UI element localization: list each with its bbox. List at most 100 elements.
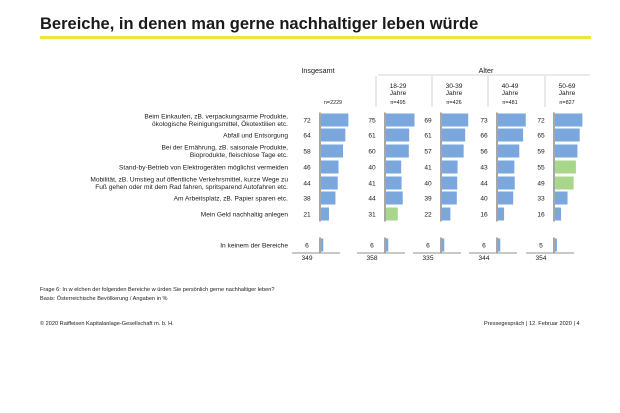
bar — [555, 191, 568, 205]
column-totals: 349 358 335 344 354 — [292, 252, 574, 262]
bar — [442, 128, 466, 142]
bar-value-label: 65 — [537, 132, 545, 139]
bar-value-label: 16 — [537, 211, 545, 218]
title-accent-rule — [40, 36, 591, 39]
bar-value-label: 46 — [303, 164, 311, 171]
bar-value-label: 22 — [424, 211, 432, 218]
column-label-line: 40-49 — [502, 83, 519, 90]
column-total: 358 — [366, 255, 377, 262]
page-title: Bereiche, in denen man gerne nachhaltige… — [40, 15, 479, 33]
bar — [386, 160, 402, 174]
column-sample-size: n=426 — [446, 100, 461, 106]
bar-value-label: 56 — [480, 148, 488, 155]
bar — [555, 207, 562, 221]
bar-value-label: 66 — [480, 132, 488, 139]
bar-value-label: 16 — [480, 211, 488, 218]
bar — [555, 160, 576, 174]
header-total: Insgesamt — [301, 66, 334, 75]
bar — [498, 113, 526, 127]
category-label-line: Bioprodukte, fleischlose Tage etc. — [190, 152, 288, 159]
basis-note: Basis: Österreichische Bevölkerung / Ang… — [40, 296, 168, 302]
event-page-info: Pressegespräch | 12. Februar 2020 | 4 — [484, 321, 580, 327]
bar-value-label: 75 — [368, 117, 376, 124]
bar — [442, 238, 445, 252]
bar-value-label: 49 — [537, 180, 545, 187]
bar-value-label: 61 — [368, 132, 376, 139]
bar — [321, 128, 346, 142]
bar — [442, 144, 464, 158]
bar-value-label: 73 — [480, 117, 488, 124]
bar — [498, 144, 520, 158]
bar — [321, 238, 324, 252]
column-label-line: 18-29 — [390, 83, 407, 90]
bar-value-label: 72 — [303, 117, 311, 124]
bar — [386, 113, 415, 127]
column-label-line: Jahre — [559, 90, 576, 97]
column-sample-size: n=495 — [390, 100, 405, 106]
bar — [442, 160, 458, 174]
category-label-line: Stand-by-Betrieb von Elektrogeräten mögl… — [119, 164, 288, 171]
bar — [498, 128, 524, 142]
bar — [386, 238, 389, 252]
bar — [442, 113, 469, 127]
bar — [386, 191, 403, 205]
bar — [498, 238, 501, 252]
column-label-line: 30-39 — [446, 83, 463, 90]
category-label-line: Am Arbeitsplatz, zB. Papier sparen etc. — [174, 195, 289, 202]
column-label-line: Jahre — [446, 90, 463, 97]
bar-value-label: 6 — [305, 242, 309, 249]
bar — [321, 191, 336, 205]
bar-series: 72 64 58 46 44 38 21 6 75 61 60 40 41 44 31 6 69 61 57 41 40… — [303, 112, 583, 253]
bar-value-label: 40 — [424, 180, 432, 187]
bar-value-label: 44 — [480, 180, 488, 187]
bar — [555, 128, 580, 142]
category-labels: Beim Einkaufen, zB. verpackungsarme Prod… — [90, 114, 288, 250]
bar-value-label: 60 — [368, 148, 376, 155]
bar-value-label: 33 — [537, 195, 545, 202]
bar — [321, 160, 339, 174]
chart-header: Insgesamt Altern=222918-29Jahren=49530-39… — [301, 66, 590, 107]
bar — [498, 176, 515, 190]
bar — [498, 160, 515, 174]
column-label-line: 50-69 — [559, 83, 576, 90]
bar — [321, 207, 329, 221]
header-age-group: Alter — [479, 66, 494, 75]
bar-value-label: 64 — [303, 132, 311, 139]
bar-value-label: 6 — [370, 242, 374, 249]
category-label-line: In keinem der Bereiche — [220, 242, 288, 249]
bar — [442, 191, 457, 205]
category-label-line: Beim Einkaufen, zB. verpackungsarme Prod… — [144, 114, 288, 121]
bar — [555, 238, 557, 252]
category-label-line: ökologische Reinigungsmittel, Ökotextili… — [152, 120, 288, 128]
copyright-text: © 2020 Raiffeisen Kapitalanlage-Gesellsc… — [40, 321, 174, 327]
column-total: 354 — [535, 255, 546, 262]
bar — [442, 207, 451, 221]
bar-value-label: 55 — [537, 164, 545, 171]
bar — [498, 191, 514, 205]
bar — [321, 113, 349, 127]
bar-value-label: 40 — [368, 164, 376, 171]
column-total: 349 — [301, 255, 312, 262]
column-label-line: Jahre — [390, 90, 407, 97]
bar-value-label: 61 — [424, 132, 432, 139]
bar-value-label: 21 — [303, 211, 311, 218]
column-total: 344 — [478, 255, 489, 262]
bar — [555, 144, 578, 158]
bar-value-label: 5 — [539, 242, 543, 249]
bar-value-label: 41 — [424, 164, 432, 171]
bar — [386, 207, 398, 221]
bar-value-label: 38 — [303, 195, 311, 202]
bar — [321, 144, 344, 158]
bar-value-label: 43 — [480, 164, 488, 171]
column-sample-size: n=2229 — [324, 100, 342, 106]
bar-value-label: 40 — [480, 195, 488, 202]
category-label-line: Mein Geld nachhaltig anlegen — [201, 211, 289, 218]
bar — [386, 128, 410, 142]
bar-value-label: 59 — [537, 148, 545, 155]
bar — [498, 207, 505, 221]
column-sample-size: n=481 — [502, 100, 517, 106]
bar — [386, 144, 409, 158]
bar-value-label: 39 — [424, 195, 432, 202]
bar — [386, 176, 402, 190]
